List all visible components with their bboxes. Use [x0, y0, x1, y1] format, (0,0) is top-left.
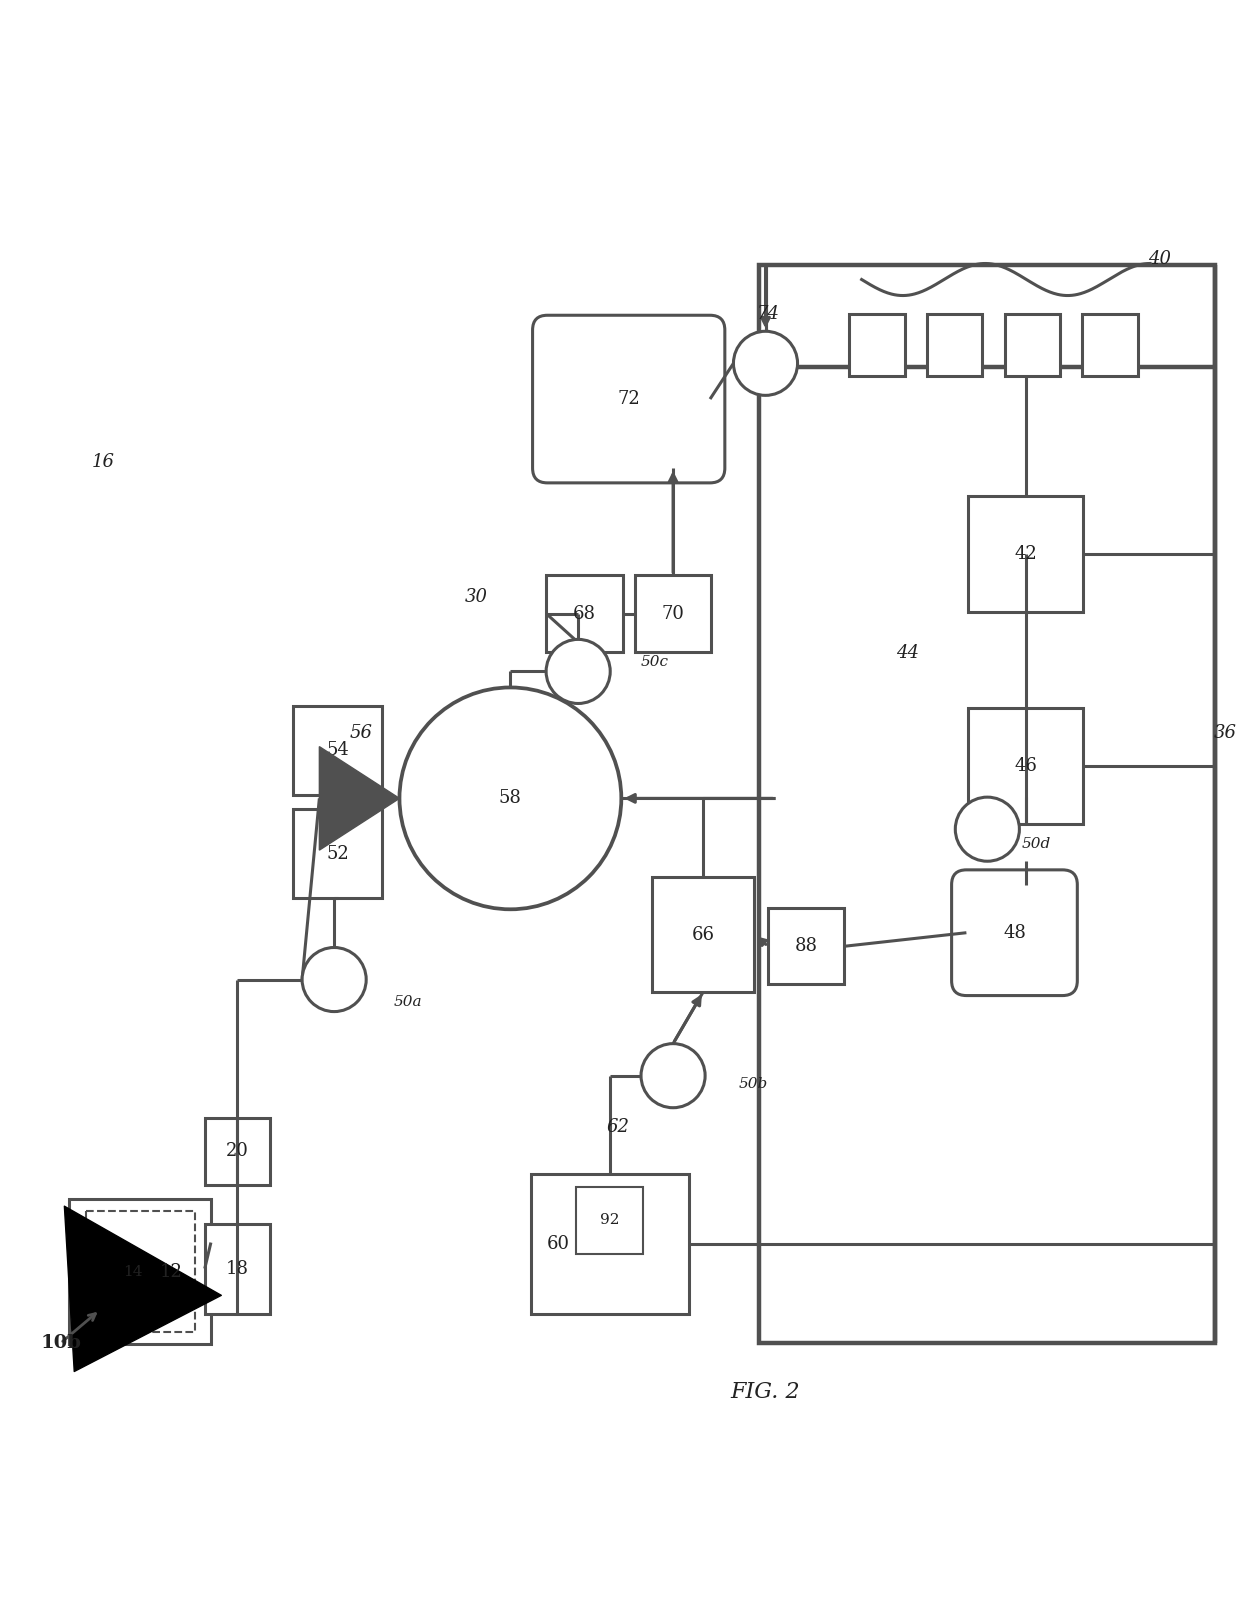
- Text: 70: 70: [662, 605, 684, 623]
- Text: 46: 46: [1014, 757, 1037, 775]
- Text: 56: 56: [350, 725, 373, 742]
- Text: 40: 40: [1148, 250, 1172, 268]
- Text: 12: 12: [160, 1262, 182, 1280]
- Circle shape: [399, 688, 621, 909]
- Bar: [532, 1175, 689, 1314]
- Text: 50b: 50b: [739, 1077, 768, 1091]
- Text: 58: 58: [498, 789, 522, 807]
- Bar: [1004, 315, 1060, 376]
- Text: 54: 54: [326, 741, 350, 759]
- Bar: [967, 709, 1084, 825]
- Bar: [928, 315, 982, 376]
- Text: 74: 74: [756, 305, 780, 323]
- Circle shape: [641, 1044, 706, 1107]
- Bar: [575, 1186, 644, 1254]
- FancyBboxPatch shape: [951, 870, 1078, 996]
- FancyBboxPatch shape: [532, 315, 725, 483]
- Text: 88: 88: [795, 938, 817, 955]
- Bar: [759, 265, 1215, 1343]
- Text: 52: 52: [326, 844, 350, 863]
- Text: 20: 20: [226, 1143, 249, 1160]
- Bar: [1083, 315, 1138, 376]
- Text: 68: 68: [573, 605, 596, 623]
- Bar: [205, 1223, 270, 1314]
- Bar: [652, 878, 754, 993]
- Bar: [205, 1117, 270, 1185]
- Bar: [849, 315, 905, 376]
- Text: 48: 48: [1003, 923, 1025, 941]
- Text: FIG. 2: FIG. 2: [730, 1382, 800, 1404]
- Text: 36: 36: [1214, 725, 1236, 742]
- Text: 18: 18: [226, 1259, 249, 1278]
- Bar: [768, 909, 844, 985]
- Bar: [294, 705, 382, 794]
- Polygon shape: [320, 747, 399, 851]
- Text: 50d: 50d: [1022, 838, 1052, 851]
- Text: 50c: 50c: [641, 655, 668, 668]
- Circle shape: [955, 797, 1019, 862]
- Bar: [635, 575, 712, 652]
- Text: 72: 72: [618, 391, 640, 408]
- Bar: [69, 1199, 211, 1344]
- Text: 62: 62: [606, 1119, 629, 1136]
- Text: 92: 92: [600, 1214, 619, 1228]
- Text: 30: 30: [465, 589, 487, 607]
- Text: 44: 44: [895, 644, 919, 662]
- Circle shape: [546, 639, 610, 704]
- Bar: [967, 497, 1084, 612]
- Text: 16: 16: [92, 454, 115, 471]
- Text: 10b: 10b: [40, 1335, 81, 1353]
- Bar: [294, 810, 382, 899]
- Bar: [87, 1210, 195, 1332]
- Circle shape: [303, 947, 366, 1012]
- Bar: [546, 575, 622, 652]
- Text: 66: 66: [692, 925, 714, 944]
- Text: 14: 14: [124, 1265, 143, 1278]
- Circle shape: [734, 331, 797, 395]
- Text: 60: 60: [547, 1235, 570, 1252]
- Text: 42: 42: [1014, 546, 1037, 563]
- Text: 50a: 50a: [394, 994, 423, 1009]
